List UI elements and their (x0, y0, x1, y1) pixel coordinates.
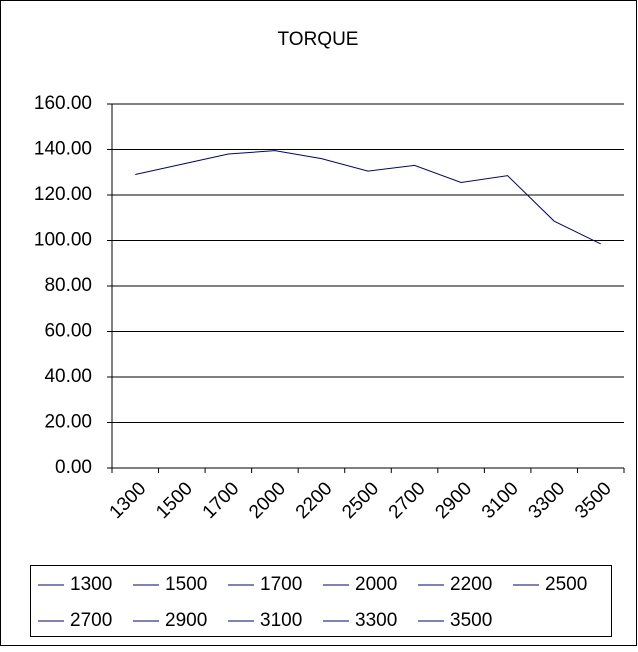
y-tick-label: 0.00 (55, 457, 92, 478)
legend-label: 1300 (70, 574, 112, 595)
y-tick-label: 40.00 (44, 366, 92, 387)
legend-label: 2500 (545, 574, 587, 595)
legend-label: 2900 (165, 610, 207, 631)
legend-label: 1500 (165, 574, 207, 595)
y-tick-label: 20.00 (44, 412, 92, 433)
y-tick-label: 100.00 (34, 230, 92, 251)
y-tick-label: 120.00 (34, 184, 92, 205)
chart-title: TORQUE (278, 29, 359, 50)
y-tick-label: 140.00 (34, 139, 92, 160)
legend-label: 3100 (260, 610, 302, 631)
legend-label: 3500 (450, 610, 492, 631)
legend-label: 2000 (355, 574, 397, 595)
legend-label: 2200 (450, 574, 492, 595)
legend-label: 1700 (260, 574, 302, 595)
legend-label: 3300 (355, 610, 397, 631)
y-tick-label: 160.00 (34, 93, 92, 114)
y-tick-label: 80.00 (44, 275, 92, 296)
legend-box (30, 565, 612, 637)
data-line (135, 150, 601, 245)
y-tick-label: 60.00 (44, 321, 92, 342)
legend-label: 2700 (70, 610, 112, 631)
